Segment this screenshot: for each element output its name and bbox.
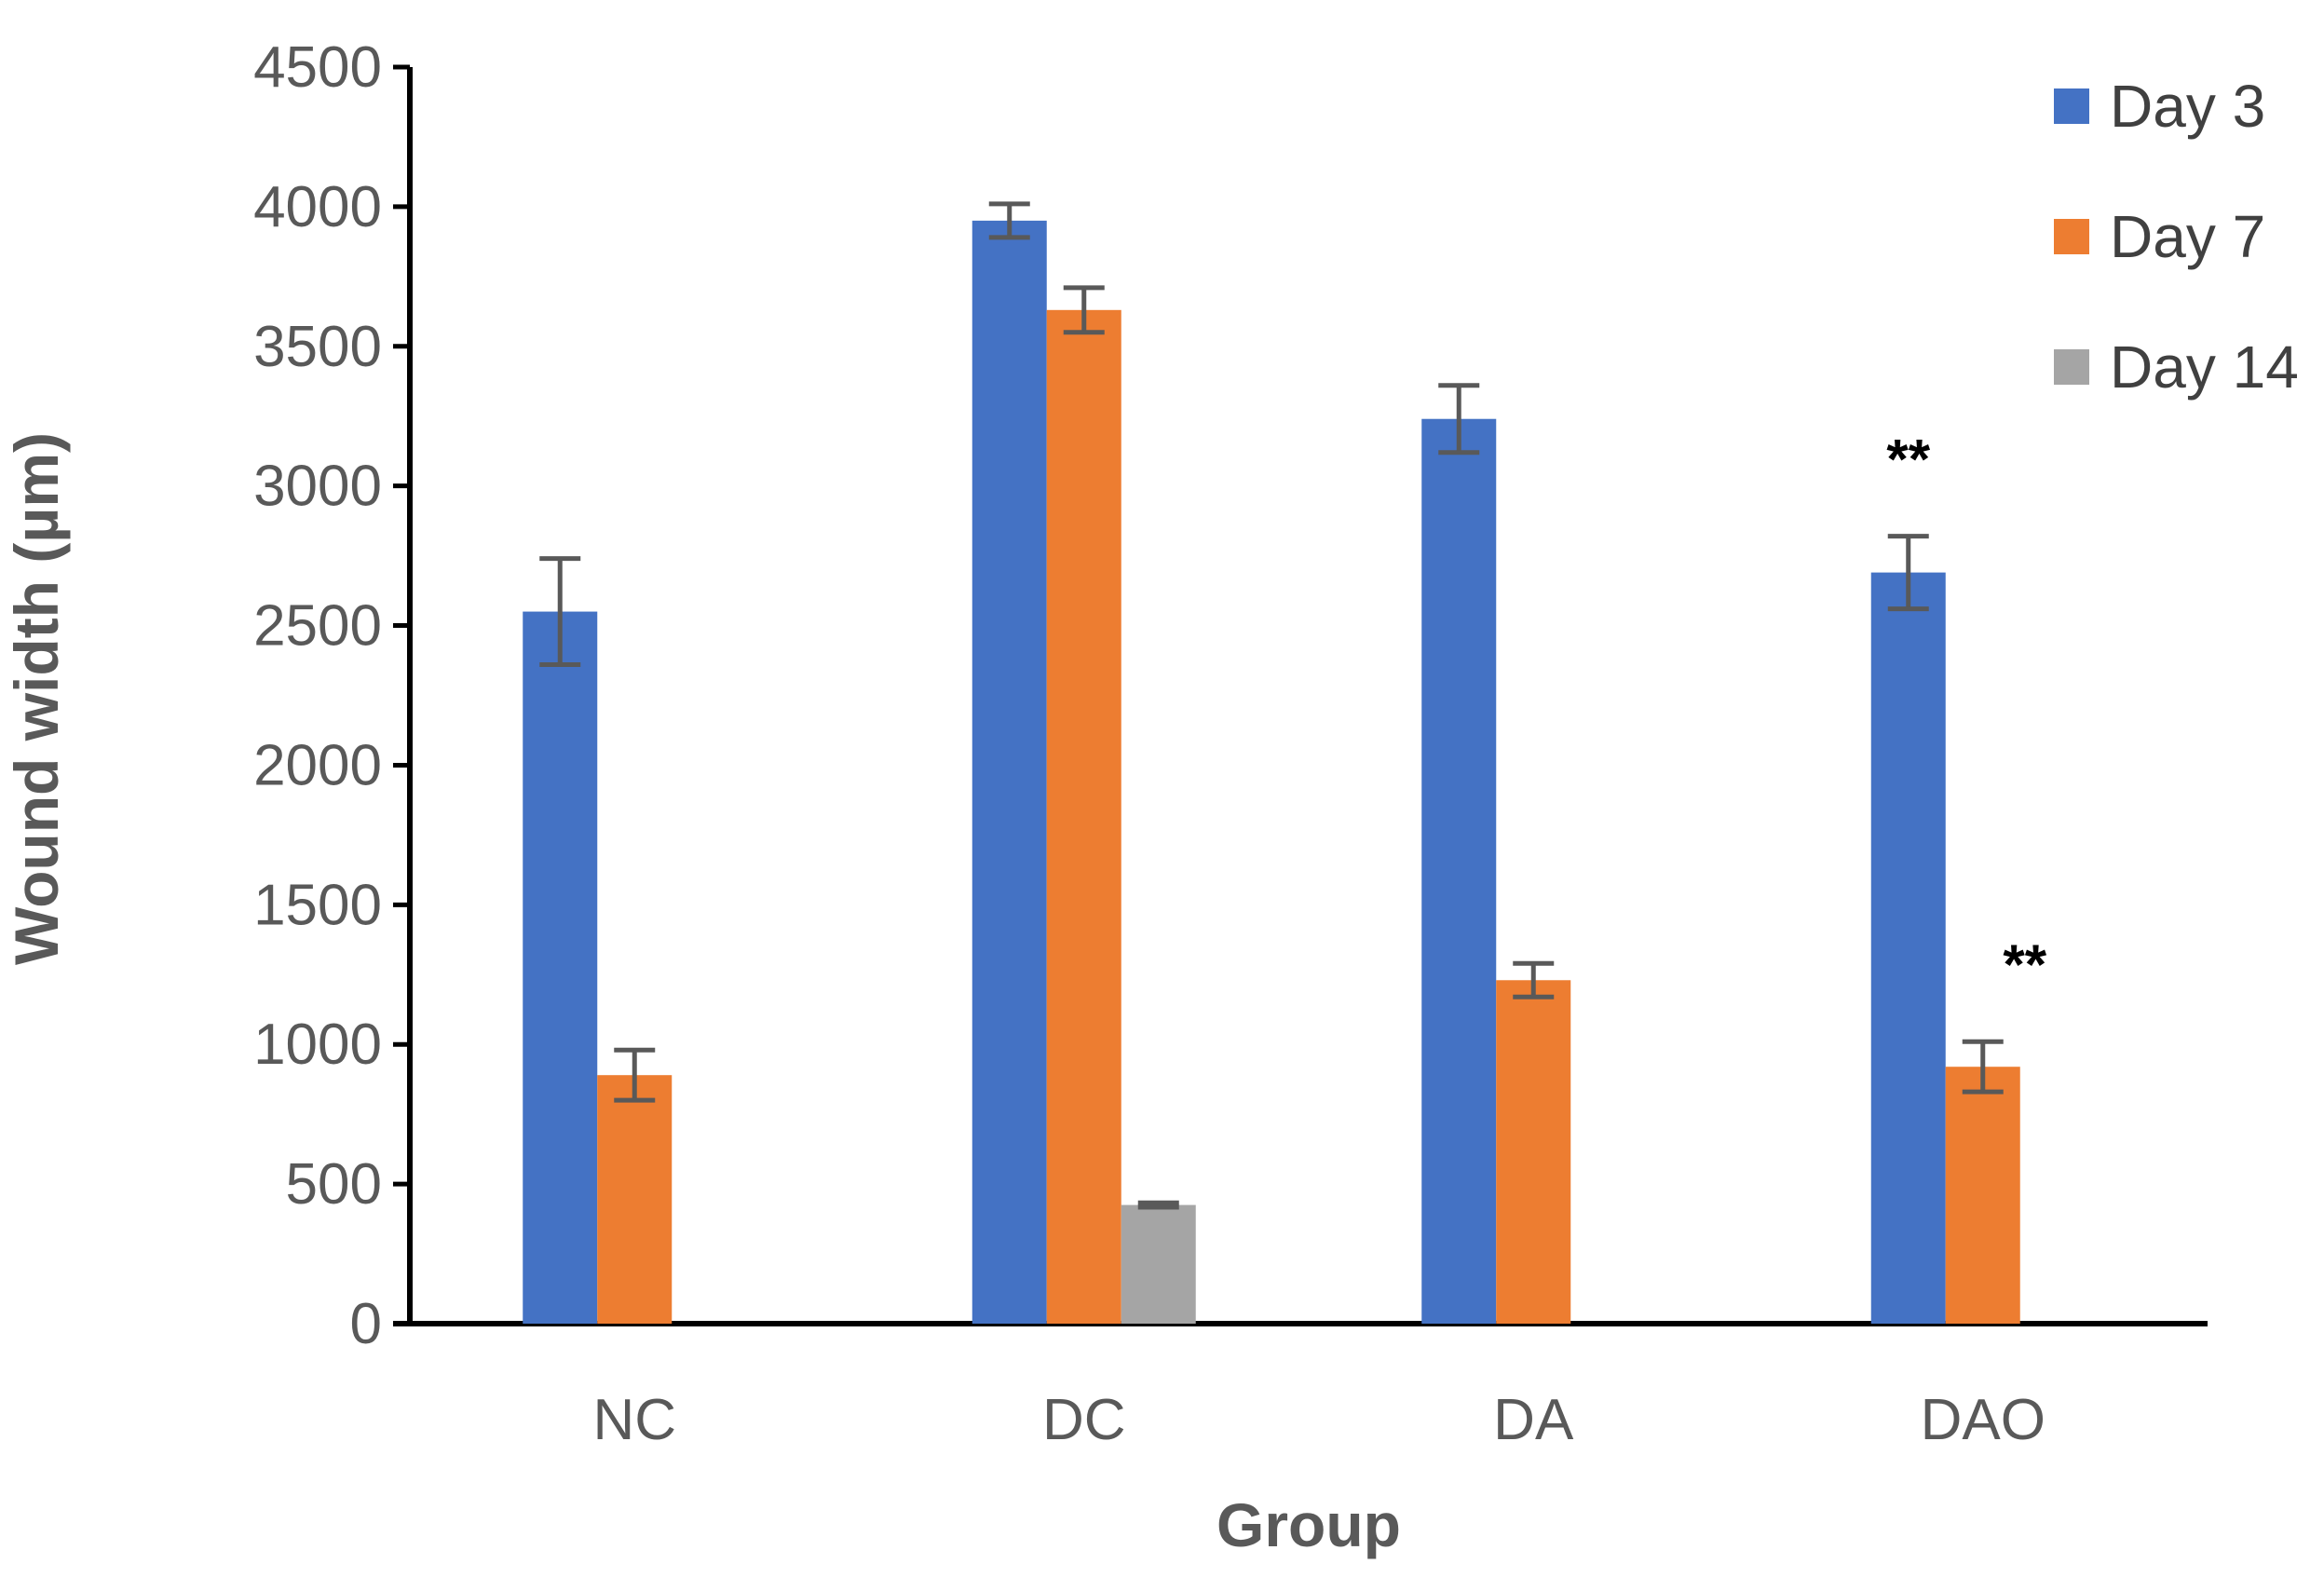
bar-dao-day-3 <box>1870 572 1946 1324</box>
bar-dc-day-7 <box>1046 309 1121 1325</box>
labels-layer: 0 500 1000 1500 2000 2500 3000 3500 4000 4500 NC DC… <box>253 35 2047 1452</box>
legend-label: Day 7 <box>2110 203 2265 270</box>
bar-dc-day-3 <box>972 220 1047 1324</box>
x-category-label: NC <box>592 1388 676 1452</box>
x-category-label: DC <box>1042 1388 1126 1452</box>
y-tick-label: 3500 <box>253 315 382 379</box>
legend: Day 3 Day 7 Day 14 <box>2054 73 2299 401</box>
legend-swatch <box>2054 88 2089 124</box>
x-axis-title: Group <box>1216 1490 1401 1559</box>
error-bars-layer <box>539 201 2004 1210</box>
y-tick-label: 1500 <box>253 873 382 937</box>
y-tick-label: 2500 <box>253 594 382 659</box>
legend-label: Day 3 <box>2110 73 2265 140</box>
y-tick-label: 2000 <box>253 733 382 797</box>
significance-marker: ** <box>2003 933 2046 996</box>
significance-marker: ** <box>1886 428 1930 491</box>
y-tick-label: 500 <box>286 1152 382 1217</box>
bar-nc-day-7 <box>597 1075 673 1324</box>
bar-dao-day-7 <box>1945 1067 2020 1324</box>
legend-swatch <box>2054 219 2089 254</box>
y-tick-label: 0 <box>350 1292 382 1356</box>
x-category-label: DA <box>1493 1388 1574 1452</box>
bar-da-day-7 <box>1496 980 1571 1324</box>
legend-swatch <box>2054 349 2089 385</box>
y-tick-label: 4500 <box>253 35 382 100</box>
bar-dc-day-14 <box>1121 1204 1196 1324</box>
bar-nc-day-3 <box>523 611 598 1324</box>
y-tick-label: 4000 <box>253 175 382 239</box>
y-axis-title: Wound width (µm) <box>2 432 71 965</box>
bars-layer <box>523 220 2020 1325</box>
x-category-label: DAO <box>1921 1388 2045 1452</box>
y-tick-label: 3000 <box>253 455 382 519</box>
y-tick-label: 1000 <box>253 1013 382 1077</box>
bar-da-day-3 <box>1421 418 1497 1325</box>
legend-label: Day 14 <box>2110 333 2299 401</box>
